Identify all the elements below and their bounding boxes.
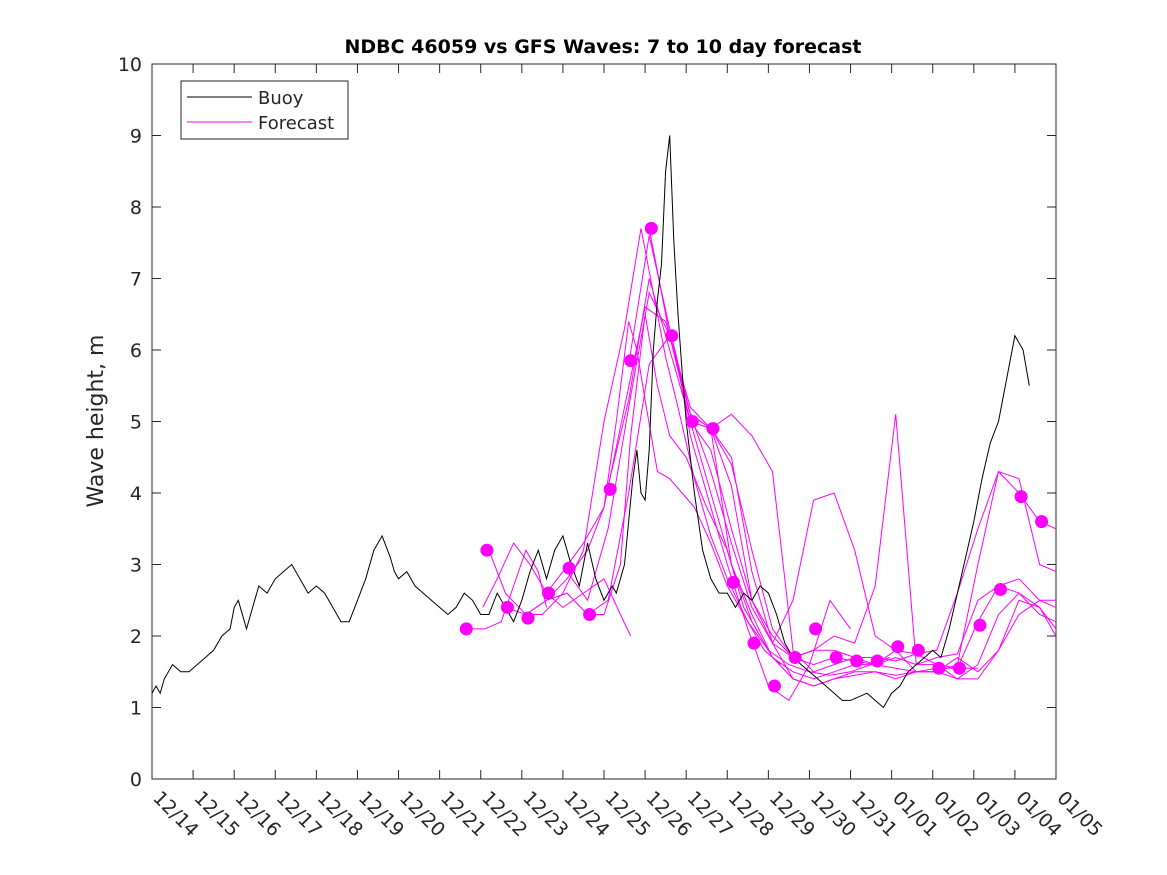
forecast-marker [500,600,514,614]
forecast-marker [850,654,864,668]
forecast-marker [973,618,987,632]
forecast-line [710,428,1056,687]
forecast-marker [706,422,720,436]
y-axis-label: Wave height, m [84,335,109,508]
forecast-marker [952,661,966,675]
y-tick-label: 9 [130,126,142,148]
forecast-marker [726,575,740,589]
forecast-marker [603,482,617,496]
forecast-line [587,334,1057,662]
forecast-marker [994,583,1007,596]
y-tick-label: 5 [130,412,142,434]
chart-title: NDBC 46059 vs GFS Waves: 7 to 10 day for… [344,36,861,58]
forecast-marker [685,415,699,428]
forecast-line [525,228,890,676]
y-tick-label: 7 [130,269,142,291]
legend-box [180,80,349,140]
y-axis-tick-labels: 0 1 2 3 4 5 6 7 8 9 10 [118,54,142,791]
forecast-line [546,306,851,702]
forecast-marker [542,586,555,600]
forecast-marker [459,622,473,636]
forecast-marker [932,661,946,675]
axis-ticks [151,63,1057,780]
forecast-line [466,549,547,630]
forecast-marker [583,608,597,621]
y-tick-label: 2 [130,626,142,648]
forecast-marker [480,543,494,557]
y-tick-label: 10 [118,54,142,76]
forecast-line [505,321,782,665]
forecast-marker [809,622,823,636]
legend: Buoy Forecast [180,80,349,140]
legend-forecast-label: Forecast [258,113,334,134]
forecast-marker [1014,490,1028,504]
legend-buoy-label: Buoy [258,88,304,109]
forecast-marker [624,354,638,368]
buoy-line [151,135,1030,709]
buoy-series-group [151,135,1030,709]
forecast-marker [644,221,658,235]
y-tick-label: 0 [130,769,142,791]
forecast-marker [870,654,884,668]
forecast-marker [891,640,905,654]
forecast-line [482,542,632,637]
forecast-marker [521,611,535,625]
y-tick-label: 8 [130,197,142,219]
y-tick-label: 1 [130,698,142,720]
y-tick-label: 3 [130,555,142,577]
forecast-marker [1035,515,1049,529]
forecast-marker [788,651,802,664]
forecast-marker [829,651,843,664]
forecast-marker [562,561,576,575]
forecast-marker [747,636,761,650]
forecast-marker [768,679,781,693]
forecast-markers-group [459,221,1049,693]
y-tick-label: 6 [130,340,142,362]
forecast-line [607,278,1057,673]
forecast-series-group [466,228,1057,702]
forecast-marker [911,643,925,657]
y-tick-label: 4 [130,483,142,505]
forecast-marker [665,329,679,343]
forecast-line [628,235,1057,666]
